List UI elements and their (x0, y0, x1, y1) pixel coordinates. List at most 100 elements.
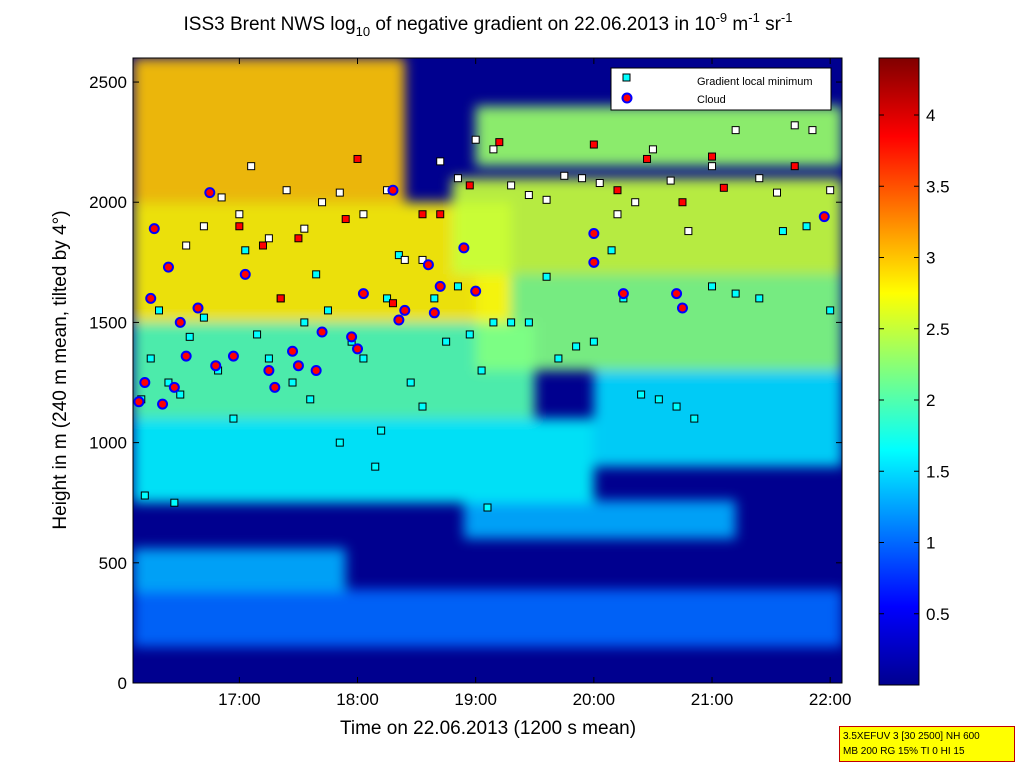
gradient-minimum-marker (678, 198, 687, 207)
gradient-minimum-marker (826, 186, 835, 195)
gradient-minimum-marker (554, 354, 563, 363)
gradient-minimum-marker (300, 318, 309, 327)
gradient-minimum-marker (790, 121, 799, 130)
gradient-minimum-marker (335, 188, 344, 197)
gradient-minimum-marker (595, 179, 604, 187)
gradient-minimum-marker (306, 395, 315, 404)
heatmap-cell (452, 178, 842, 275)
colorbar-tick-label: 3 (926, 249, 935, 268)
heatmap-cell (593, 370, 842, 467)
y-tick-label: 1000 (89, 434, 127, 453)
gradient-minimum-marker (383, 294, 392, 303)
cloud-marker (192, 302, 204, 314)
cloud-marker (287, 345, 299, 357)
gradient-minimum-marker (170, 498, 179, 507)
y-tick-label: 0 (118, 674, 127, 693)
gradient-minimum-marker (359, 354, 368, 363)
cloud-marker (387, 184, 399, 196)
gradient-minimum-marker (755, 294, 764, 303)
cloud-marker (269, 381, 281, 393)
heatmap-cell (133, 548, 346, 592)
gradient-minimum-marker (542, 195, 551, 204)
gradient-minimum-marker (826, 306, 835, 315)
gradient-minimum-marker (282, 186, 291, 195)
gradient-minimum-marker (312, 270, 321, 279)
cloud-marker (227, 350, 239, 362)
gradient-minimum-marker (247, 162, 256, 171)
gradient-minimum-marker (154, 306, 163, 315)
gradient-minimum-marker (359, 210, 368, 219)
gradient-minimum-marker (264, 234, 273, 243)
heatmap-cell (133, 202, 512, 323)
gradient-minimum-marker (483, 503, 492, 512)
gradient-minimum-marker (253, 330, 262, 339)
cloud-marker (671, 288, 683, 300)
gradient-minimum-marker (185, 332, 194, 341)
cloud-marker (180, 350, 192, 362)
gradient-minimum-marker (524, 191, 533, 200)
gradient-minimum-marker (808, 126, 817, 135)
gradient-minimum-marker (229, 414, 238, 423)
gradient-minimum-marker (719, 183, 728, 192)
cloud-marker (393, 314, 405, 326)
colorbar: 0.5 1 1.5 2 2.5 3 3.5 4 (878, 57, 950, 686)
heatmap-cell (463, 500, 736, 539)
gradient-minimum-marker (773, 188, 782, 197)
x-tick-label: 22:00 (809, 690, 852, 709)
cloud-marker (145, 292, 157, 304)
gradient-minimum-marker (560, 171, 569, 180)
gradient-minimum-marker (430, 294, 439, 303)
gradient-minimum-marker (465, 330, 474, 339)
cloud-marker (470, 285, 482, 297)
gradient-minimum-marker (353, 154, 362, 163)
gradient-minimum-marker (400, 255, 409, 264)
x-axis-ticks: 17:00 18:00 19:00 20:00 21:00 22:00 (218, 58, 851, 709)
colorbar-tick-label: 3.5 (926, 177, 950, 196)
gradient-minimum-marker (684, 227, 693, 236)
gradient-minimum-marker (495, 138, 504, 147)
cloud-marker (428, 307, 440, 319)
x-tick-label: 17:00 (218, 690, 261, 709)
cloud-marker (434, 280, 446, 292)
gradient-minimum-marker (631, 198, 640, 207)
cloud-marker (818, 211, 830, 223)
colorbar-tick-label: 0.5 (926, 605, 950, 624)
legend-label-cloud: Cloud (697, 94, 726, 106)
gradient-minimum-marker (524, 318, 533, 327)
cloud-marker (588, 256, 600, 268)
gradient-minimum-marker (235, 222, 244, 231)
cloud-marker (157, 398, 169, 410)
gradient-minimum-marker (690, 414, 699, 423)
gradient-minimum-marker (377, 426, 386, 435)
x-axis-label: Time on 22.06.2013 (1200 s mean) (340, 718, 636, 739)
legend: Gradient local minimum Cloud (610, 67, 832, 111)
cloud-marker (174, 316, 186, 328)
gradient-minimum-marker (276, 294, 285, 303)
colorbar-tick-label: 1 (926, 534, 935, 553)
gradient-minimum-marker (453, 282, 462, 291)
y-axis-label: Height in m (240 m mean, tilted by 4°) (50, 210, 71, 529)
gradient-minimum-marker (335, 438, 344, 447)
gradient-minimum-marker (146, 354, 155, 363)
cloud-marker (352, 343, 364, 355)
gradient-minimum-marker (613, 210, 622, 219)
heatmap-cell (133, 589, 842, 647)
gradient-minimum-marker (176, 390, 185, 399)
gradient-minimum-marker (637, 390, 646, 399)
cloud-marker (204, 187, 216, 199)
y-tick-label: 2000 (89, 193, 127, 212)
gradient-minimum-marker (217, 193, 226, 202)
heatmap-cell (133, 322, 535, 419)
cloud-marker (162, 261, 174, 273)
cloud-marker (263, 365, 275, 376)
gradient-minimum-marker (589, 140, 598, 149)
gradient-minimum-marker (453, 174, 462, 183)
gradient-minimum-marker (489, 145, 498, 154)
x-tick-label: 21:00 (691, 690, 734, 709)
gradient-minimum-marker (708, 282, 717, 291)
gradient-minimum-marker (648, 145, 657, 154)
cloud-marker (588, 227, 600, 239)
colorbar-tick-label: 2.5 (926, 320, 950, 339)
gradient-minimum-marker (140, 491, 149, 500)
gradient-minimum-marker (708, 162, 717, 171)
